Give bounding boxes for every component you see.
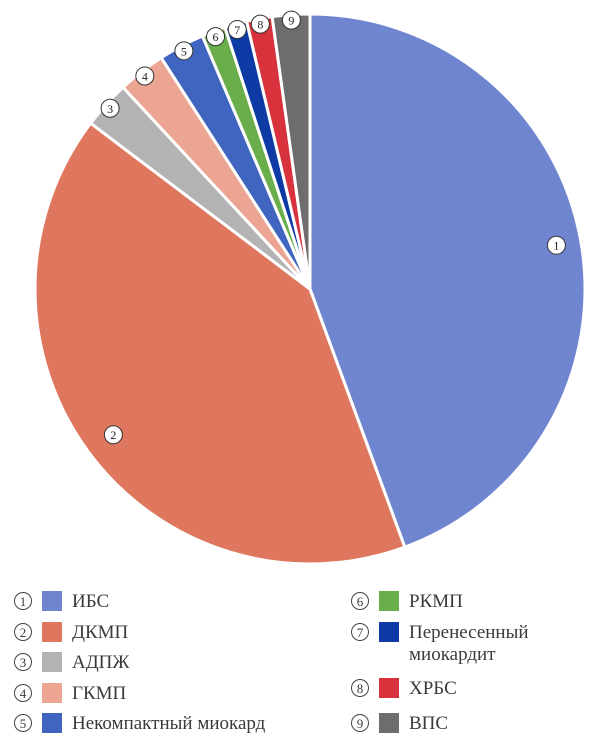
legend-label: ВПС	[409, 713, 449, 734]
svg-text:7: 7	[234, 23, 240, 37]
svg-text:4: 4	[142, 70, 148, 84]
legend-marker: 4	[14, 684, 32, 702]
legend-label: ДКМП	[72, 622, 129, 643]
slice-marker-8: 8	[250, 14, 270, 34]
slice-marker-5: 5	[174, 41, 194, 61]
legend-item-3: 3 АДПЖ	[14, 652, 129, 674]
pie-slice-2	[33, 121, 407, 566]
svg-text:8: 8	[257, 18, 263, 32]
legend-label: ГКМП	[72, 683, 127, 704]
legend-swatch	[42, 652, 62, 672]
legend-item-4: 4 ГКМП	[14, 683, 126, 705]
legend-label: Некомпактный миокард	[72, 713, 266, 734]
slice-marker-4: 4	[135, 66, 155, 86]
pie-slice-1	[308, 12, 587, 550]
legend-swatch	[42, 713, 62, 733]
pie-chart: 1 2 3 4 5 6 7 8 9	[33, 10, 587, 566]
legend-marker: 9	[351, 714, 369, 732]
svg-text:9: 9	[288, 14, 294, 28]
svg-text:1: 1	[553, 239, 559, 253]
slice-marker-9: 9	[281, 10, 301, 30]
svg-text:6: 6	[213, 30, 219, 44]
legend-swatch	[379, 713, 399, 733]
legend-marker: 8	[351, 679, 369, 697]
legend-marker: 7	[351, 623, 369, 641]
legend-item-9: 9 ВПС	[351, 713, 448, 735]
slice-marker-2: 2	[103, 425, 123, 445]
legend-item-8: 8 ХРБС	[351, 678, 457, 700]
slice-marker-3: 3	[100, 98, 120, 118]
legend-swatch	[379, 622, 399, 642]
legend-marker: 6	[351, 592, 369, 610]
legend-marker: 3	[14, 653, 32, 671]
legend-marker: 1	[14, 592, 32, 610]
legend-item-7: 7 Перенесенный миокардит	[351, 622, 589, 666]
slice-marker-7: 7	[227, 20, 247, 39]
slice-marker-6: 6	[206, 27, 226, 47]
svg-text:3: 3	[107, 102, 113, 116]
legend-swatch	[42, 622, 62, 642]
legend-swatch	[42, 683, 62, 703]
legend-item-1: 1 ИБС	[14, 591, 109, 613]
svg-text:5: 5	[181, 44, 187, 58]
legend-item-2: 2 ДКМП	[14, 622, 128, 644]
legend-swatch	[42, 591, 62, 611]
legend-label: ИБС	[72, 591, 110, 612]
slice-marker-1: 1	[546, 235, 566, 255]
svg-text:2: 2	[110, 428, 116, 442]
legend-swatch	[379, 591, 399, 611]
legend-swatch	[379, 678, 399, 698]
legend-item-5: 5 Некомпактный миокард	[14, 713, 265, 735]
legend-item-6: 6 РКМП	[351, 591, 463, 613]
legend-marker: 2	[14, 623, 32, 641]
legend-label: Перенесенный миокардит	[409, 622, 529, 665]
legend-label: ХРБС	[409, 678, 457, 699]
legend-label: АДПЖ	[72, 652, 130, 673]
legend-marker: 5	[14, 714, 32, 732]
legend-label: РКМП	[409, 591, 463, 612]
